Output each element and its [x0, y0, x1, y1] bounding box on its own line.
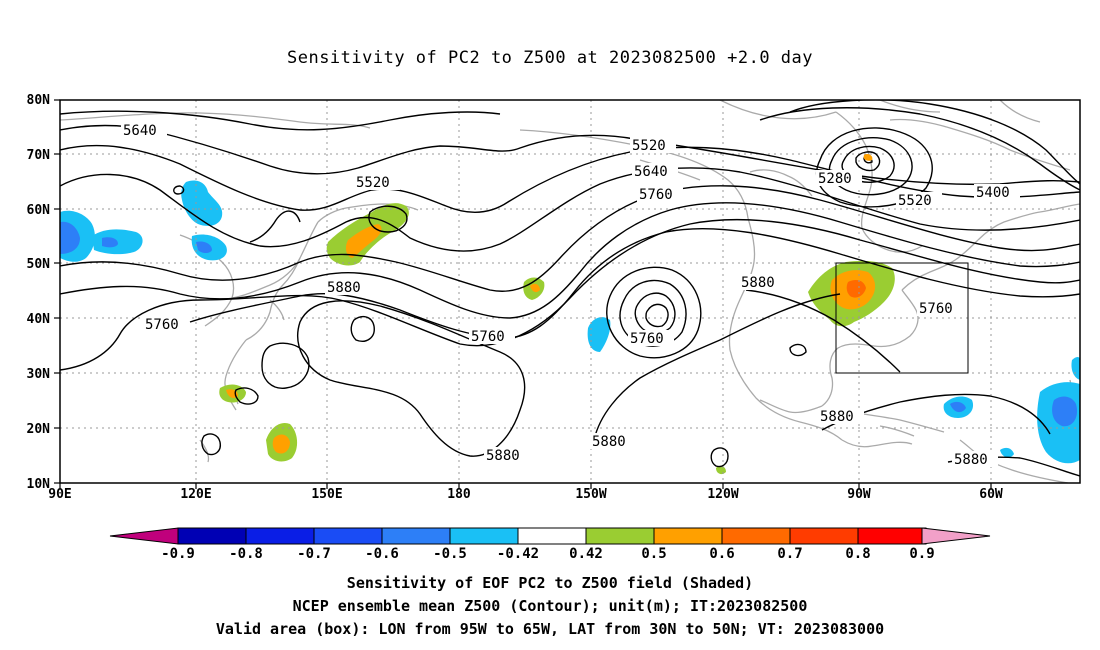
- lat-label: 20N: [27, 422, 51, 437]
- lat-label: 70N: [27, 148, 51, 163]
- lon-label: 180: [447, 487, 471, 502]
- contour-label-2: 5520: [356, 175, 390, 191]
- sensitivity-spot: [863, 153, 873, 161]
- lat-label: 60N: [27, 203, 51, 218]
- lon-label: 120W: [707, 487, 738, 502]
- colorbar-swatch: [585, 527, 655, 545]
- footer-line-1: Sensitivity of EOF PC2 to Z500 field (Sh…: [346, 574, 754, 592]
- contour-label-14: 5760: [919, 301, 953, 317]
- contour-label-16: 5880: [592, 434, 626, 450]
- plot-frame: [59, 99, 1081, 484]
- lat-label: 30N: [27, 367, 51, 382]
- contour-label-18: 5880: [954, 452, 988, 468]
- contour-label-9: 5880: [327, 280, 361, 296]
- contour-label-10: 5760: [145, 317, 179, 333]
- contour-label-6: 5280: [818, 171, 852, 187]
- colorbar-label: -0.42: [497, 546, 539, 562]
- axis-ticks: [54, 99, 992, 489]
- contour-labels: 5640 5520 5520 5640 5760 5280 5520 5400 …: [121, 122, 1020, 468]
- colorbar-label: -0.5: [433, 546, 467, 562]
- colorbar-swatch: [721, 527, 791, 545]
- footer-line-3: Valid area (box): LON from 95W to 65W, L…: [215, 620, 885, 638]
- longitude-labels: 90E 120E 150E 180 150W 120W 90W 60W: [48, 487, 1003, 502]
- footer-line-2: NCEP ensemble mean Z500 (Contour); unit(…: [292, 597, 808, 615]
- contour-label-5: 5760: [639, 187, 673, 203]
- colorbar-swatch: [517, 527, 587, 545]
- lon-label: 60W: [979, 487, 1003, 502]
- colorbar-label: 0.7: [777, 546, 802, 562]
- colorbar-label: -0.7: [297, 546, 331, 562]
- contour-label-8: 5400: [976, 185, 1010, 201]
- contour-label-17: 5880: [486, 448, 520, 464]
- contour-label-12: 5760: [630, 331, 664, 347]
- lon-label: 120E: [180, 487, 211, 502]
- colorbar-label: 0.42: [569, 546, 603, 562]
- colorbar-swatch: [449, 527, 519, 545]
- coastlines: [60, 100, 1080, 483]
- lat-label: 40N: [27, 312, 51, 327]
- colorbar-swatch: [245, 527, 315, 545]
- contour-label-3: 5520: [632, 138, 666, 154]
- colorbar-label: 0.6: [709, 546, 734, 562]
- valid-area-box: [835, 262, 969, 374]
- lon-label: 150E: [311, 487, 342, 502]
- contour-label-1: 5640: [123, 123, 157, 139]
- colorbar-swatch: [653, 527, 723, 545]
- colorbar-label: -0.6: [365, 546, 399, 562]
- z500-contours: [60, 100, 1080, 477]
- graticule: [60, 100, 1080, 483]
- colorbar-swatch: [313, 527, 383, 545]
- map-title: Sensitivity of PC2 to Z500 at 2023082500…: [286, 48, 813, 68]
- contour-label-7: 5520: [898, 193, 932, 209]
- colorbar-swatch: [381, 527, 451, 545]
- sensitivity-shading: [60, 180, 1080, 475]
- colorbar-left-triangle: [109, 527, 179, 545]
- colorbar-label: 0.8: [845, 546, 870, 562]
- colorbar-label: 0.5: [641, 546, 666, 562]
- latitude-labels: 80N 70N 60N 50N 40N 30N 20N 10N: [27, 93, 51, 492]
- contour-label-15: 5880: [820, 409, 854, 425]
- contour-label-4: 5640: [634, 164, 668, 180]
- lon-label: 150W: [575, 487, 606, 502]
- colorbar-label: 0.9: [909, 546, 934, 562]
- contour-label-13: 5880: [741, 275, 775, 291]
- contour-label-11: 5760: [471, 329, 505, 345]
- colorbar-swatch: [177, 527, 247, 545]
- colorbar-swatch: [789, 527, 859, 545]
- lat-label: 50N: [27, 257, 51, 272]
- colorbar-right-triangle: [921, 527, 991, 545]
- colorbar: -0.9 -0.8 -0.7 -0.6 -0.5 -0.42 0.42 0.5 …: [109, 527, 991, 562]
- lon-label: 90W: [847, 487, 871, 502]
- lon-label: 90E: [48, 487, 71, 502]
- lat-label: 80N: [27, 93, 51, 108]
- colorbar-swatch: [857, 527, 927, 545]
- lat-label: 10N: [27, 477, 51, 492]
- colorbar-label: -0.9: [161, 546, 195, 562]
- colorbar-label: -0.8: [229, 546, 263, 562]
